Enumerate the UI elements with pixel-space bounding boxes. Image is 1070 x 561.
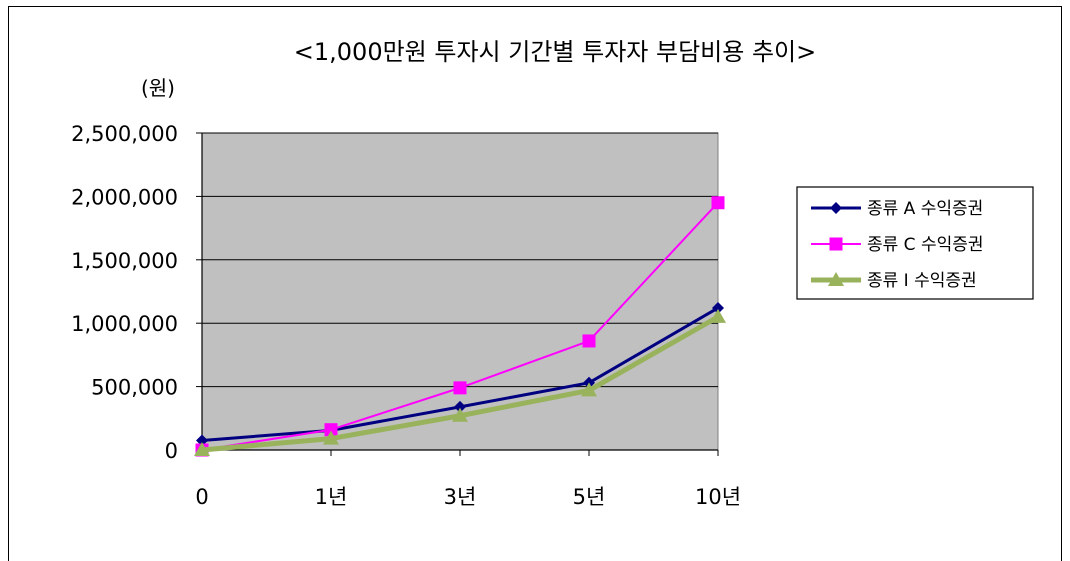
chart-title: <1,000만원 투자시 기간별 투자자 부담비용 추이> xyxy=(294,38,816,66)
y-axis-label: (원) xyxy=(141,76,175,100)
data-point xyxy=(453,381,467,395)
legend-entry: 종류 C 수익증권 xyxy=(867,235,984,255)
y-tick-label: 1,000,000 xyxy=(71,312,178,336)
data-point xyxy=(711,196,725,210)
y-tick-label: 2,500,000 xyxy=(71,122,178,146)
y-tick-label: 1,500,000 xyxy=(71,249,178,273)
data-point xyxy=(582,334,596,348)
legend-entry: 종류 I 수익증권 xyxy=(867,271,977,291)
data-point xyxy=(452,407,468,422)
plot-area: 0 500,000 1,000,000 1,500,000 2,000,000 2,500… xyxy=(71,122,741,509)
y-tick-label: 0 xyxy=(165,439,178,463)
x-tick-label: 3년 xyxy=(444,485,477,509)
y-tick-label: 500,000 xyxy=(91,376,178,400)
data-point xyxy=(324,423,338,437)
x-tick-label: 0 xyxy=(195,485,208,509)
chart-frame xyxy=(8,6,1062,561)
data-point xyxy=(454,400,466,413)
data-point xyxy=(581,382,597,397)
legend-marker xyxy=(830,202,842,214)
x-tick-label: 10년 xyxy=(695,485,741,509)
data-point xyxy=(194,442,210,456)
y-tick-label: 2,000,000 xyxy=(71,185,178,209)
x-tick-label: 5년 xyxy=(573,485,606,509)
legend-marker xyxy=(829,237,843,251)
legend-marker xyxy=(828,272,844,286)
legend-entry: 종류 A 수익증권 xyxy=(867,199,983,219)
data-point xyxy=(196,434,208,447)
data-point xyxy=(323,430,339,445)
data-point xyxy=(712,301,724,314)
data-point xyxy=(710,308,726,323)
x-tick-label: 1년 xyxy=(315,485,348,509)
